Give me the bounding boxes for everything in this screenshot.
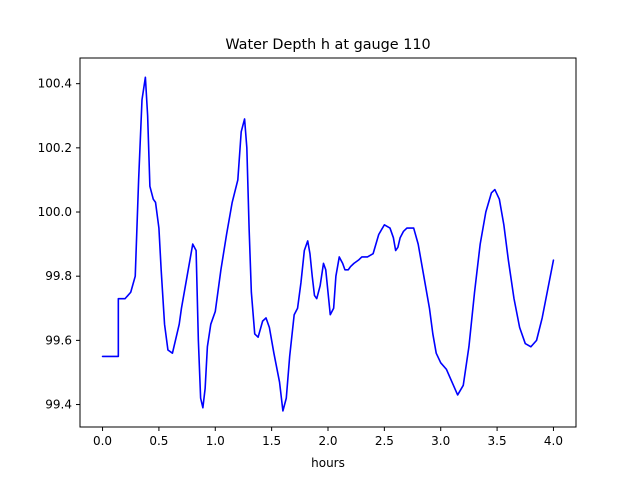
y-tick-label: 99.4: [45, 398, 72, 412]
y-tick-label: 100.2: [38, 141, 72, 155]
x-tick-label: 4.0: [544, 434, 563, 448]
x-tick-label: 3.0: [431, 434, 450, 448]
chart-title: Water Depth h at gauge 110: [225, 37, 430, 53]
y-tick-label: 99.8: [45, 269, 72, 283]
x-tick-label: 0.0: [93, 434, 112, 448]
x-tick-label: 2.0: [318, 434, 337, 448]
x-axis-label: hours: [311, 456, 345, 470]
y-tick-label: 99.6: [45, 333, 72, 347]
x-tick-label: 0.5: [149, 434, 168, 448]
axes: 0.0 0.5 1.0 1.5 2.0 2.5 3.0 3.5 4.0 99.4 99.6 99.8 1…: [38, 57, 577, 448]
x-tick-label: 3.5: [488, 434, 507, 448]
series-line-1: [101, 76, 555, 412]
x-tick-label: 1.0: [206, 434, 225, 448]
y-tick-label: 100.0: [38, 205, 72, 219]
plot-area: [101, 76, 555, 412]
y-tick-label: 100.4: [38, 77, 72, 91]
x-tick-label: 2.5: [375, 434, 394, 448]
x-tick-label: 1.5: [262, 434, 281, 448]
